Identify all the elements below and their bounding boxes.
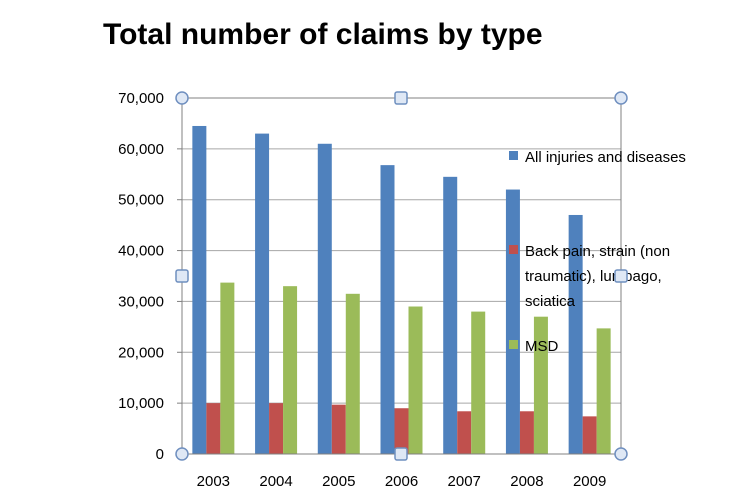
bar [317,143,332,454]
y-tick-label: 60,000 [118,141,164,158]
edge-resize-handle[interactable] [394,91,408,105]
y-tick-label: 40,000 [118,243,164,260]
x-tick-label: 2007 [448,473,481,490]
corner-resize-handle[interactable] [175,91,189,105]
legend-swatch [509,151,518,160]
edge-resize-handle[interactable] [175,269,189,283]
bar [283,286,298,454]
y-tick-label: 70,000 [118,90,164,107]
chart-title: Total number of claims by type [103,18,543,51]
corner-resize-handle[interactable] [614,91,628,105]
legend-label: sciatica [525,293,576,310]
legend-label: traumatic), lumbago, [525,268,662,285]
legend-label: All injuries and diseases [525,149,686,166]
legend-label: Back pain, strain (non [525,243,670,260]
x-tick-label: 2008 [510,473,543,490]
x-tick-labels: 2003 2004 2005 2006 2007 2008 2009 [197,473,607,490]
x-tick-label: 2006 [385,473,418,490]
y-tick-label: 20,000 [118,344,164,361]
legend-swatch [509,245,518,254]
y-tick-label: 50,000 [118,192,164,209]
edge-resize-handle[interactable] [614,269,628,283]
x-tick-label: 2005 [322,473,355,490]
y-tick-label: 10,000 [118,395,164,412]
corner-resize-handle[interactable] [614,447,628,461]
bar [408,306,423,454]
bar [443,176,458,455]
bar [471,311,486,454]
bar [568,214,583,454]
bar [331,404,346,454]
bar [206,403,221,454]
bar [220,282,235,454]
bar [457,411,472,454]
bar [533,316,548,454]
bars [192,125,611,455]
bar [380,165,395,455]
bar [596,328,611,454]
bar [582,416,597,454]
x-tick-label: 2004 [259,473,292,490]
bar [192,125,207,454]
y-tick-label: 30,000 [118,293,164,310]
bar [269,403,284,454]
legend-label: MSD [525,338,559,355]
x-tick-label: 2003 [197,473,230,490]
bar [394,408,409,454]
x-tick-label: 2009 [573,473,606,490]
bar [255,133,270,454]
bar [345,293,360,454]
y-tick-label: 0 [156,446,164,463]
edge-resize-handle[interactable] [394,447,408,461]
selection-handles[interactable] [175,91,628,461]
bar [519,411,534,454]
y-tick-labels: 0 10,000 20,000 30,000 40,000 50,000 60,000 70,… [118,90,164,463]
corner-resize-handle[interactable] [175,447,189,461]
bar [505,189,520,455]
legend-swatch [509,340,518,349]
